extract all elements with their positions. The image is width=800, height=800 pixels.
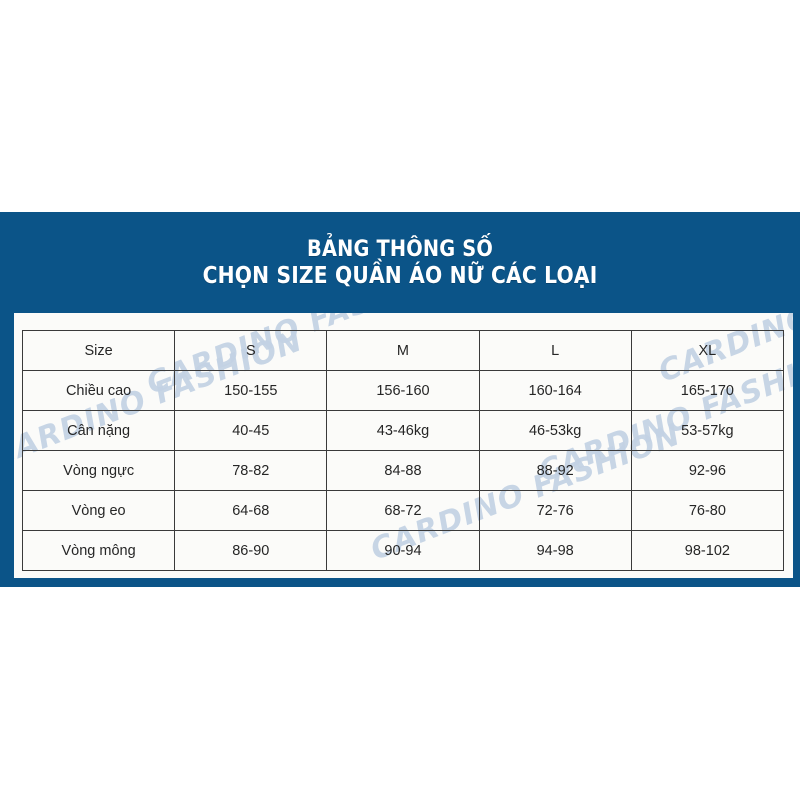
cell-value: 156-160: [326, 370, 480, 411]
cell-value: 43-46kg: [326, 410, 480, 451]
table-header-row: Size S M L XL: [21, 330, 785, 371]
cell-value: 68-72: [326, 490, 480, 531]
column-header-m: M: [326, 330, 480, 371]
column-header-size: Size: [21, 330, 176, 371]
cell-value: 92-96: [630, 450, 785, 491]
table-row: Vòng ngực 78-82 84-88 88-92 92-96: [21, 450, 785, 491]
cell-value: 72-76: [478, 490, 632, 531]
cell-value: 160-164: [478, 370, 632, 411]
table-row: Vòng mông 86-90 90-94 94-98 98-102: [21, 530, 785, 571]
size-chart-card: CARDINO FASHION CARDINO FASHION CARDINO …: [14, 313, 793, 578]
cell-value: 86-90: [174, 530, 328, 571]
column-header-l: L: [478, 330, 632, 371]
row-label: Chiều cao: [21, 370, 176, 411]
column-header-xl: XL: [630, 330, 785, 371]
cell-value: 84-88: [326, 450, 480, 491]
row-label: Cân nặng: [21, 410, 176, 451]
cell-value: 94-98: [478, 530, 632, 571]
cell-value: 46-53kg: [478, 410, 632, 451]
cell-value: 90-94: [326, 530, 480, 571]
cell-value: 53-57kg: [630, 410, 785, 451]
title-line-2: CHỌN SIZE QUẦN ÁO NỮ CÁC LOẠI: [202, 263, 598, 289]
row-label: Vòng mông: [21, 530, 176, 571]
table-row: Cân nặng 40-45 43-46kg 46-53kg 53-57kg: [21, 410, 785, 451]
cell-value: 165-170: [630, 370, 785, 411]
cell-value: 98-102: [630, 530, 785, 571]
cell-value: 88-92: [478, 450, 632, 491]
cell-value: 64-68: [174, 490, 328, 531]
row-label: Vòng ngực: [21, 450, 176, 491]
column-header-s: S: [174, 330, 328, 371]
table-row: Chiều cao 150-155 156-160 160-164 165-17…: [21, 370, 785, 411]
cell-value: 150-155: [174, 370, 328, 411]
page-title: BẢNG THÔNG SỐ CHỌN SIZE QUẦN ÁO NỮ CÁC L…: [48, 236, 752, 290]
table-row: Vòng eo 64-68 68-72 72-76 76-80: [21, 490, 785, 531]
size-chart-table: Size S M L XL Chiều cao 150-155 156-160 …: [21, 330, 785, 571]
cell-value: 78-82: [174, 450, 328, 491]
cell-value: 40-45: [174, 410, 328, 451]
cell-value: 76-80: [630, 490, 785, 531]
title-line-1: BẢNG THÔNG SỐ: [307, 237, 493, 262]
row-label: Vòng eo: [21, 490, 176, 531]
